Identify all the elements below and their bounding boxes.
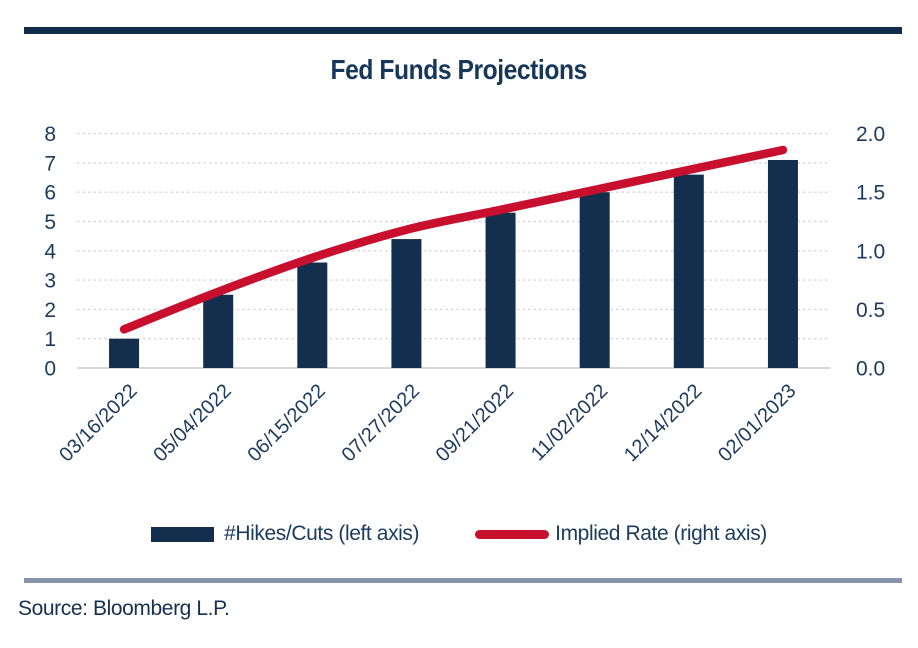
- right-axis-tick: 0.5: [856, 299, 885, 322]
- chart-title: Fed Funds Projections: [330, 54, 588, 85]
- top-divider-rule: [24, 27, 902, 34]
- hikes-bar: [109, 338, 140, 368]
- right-axis-tick: 1.0: [856, 240, 885, 263]
- left-axis-tick: 5: [44, 211, 56, 234]
- bottom-divider-rule: [24, 578, 902, 583]
- left-axis-tick: 4: [44, 240, 56, 263]
- x-axis-label: 05/04/2022: [149, 380, 235, 466]
- chart-title-row: Fed Funds Projections: [0, 54, 918, 86]
- source-attribution: Source: Bloomberg L.P.: [18, 597, 230, 620]
- hikes-bar: [297, 262, 328, 368]
- hikes-bar: [767, 159, 798, 368]
- hikes-bar: [203, 294, 234, 368]
- legend-item-implied-rate: Implied Rate (right axis): [475, 522, 767, 546]
- left-axis-tick: 0: [44, 358, 56, 381]
- x-axis-label: 12/14/2022: [620, 380, 706, 466]
- implied-rate-line-swatch-icon: [475, 529, 550, 539]
- left-axis-tick: 3: [44, 270, 56, 293]
- hikes-bar: [673, 174, 704, 368]
- left-axis-tick: 1: [44, 328, 56, 351]
- hikes-bar: [485, 212, 516, 368]
- x-axis-label: 06/15/2022: [244, 380, 330, 466]
- fed-funds-chart: 0 0.0 1 2 0.5 3 4 1.0 5 6 1.5 7 8 2.0 03/16/2022 05/04/…: [44, 123, 885, 466]
- legend-item-hikes: #Hikes/Cuts (left axis): [151, 522, 420, 546]
- right-axis-tick: 0.0: [856, 358, 885, 381]
- left-axis-tick: 2: [44, 299, 56, 322]
- legend-label-hikes: #Hikes/Cuts (left axis): [224, 522, 420, 545]
- implied-rate-line: [119, 145, 788, 334]
- x-axis-label: 11/02/2022: [527, 380, 612, 465]
- x-axis-label: 03/16/2022: [55, 380, 141, 466]
- hikes-bar: [391, 239, 422, 368]
- x-axis-label: 02/01/2023: [714, 380, 800, 466]
- left-axis-tick: 8: [44, 123, 56, 146]
- hikes-bar: [579, 192, 610, 368]
- hikes-bar-swatch-icon: [151, 526, 215, 542]
- x-axis-label: 07/27/2022: [338, 380, 424, 466]
- legend-label-implied-rate: Implied Rate (right axis): [555, 522, 767, 545]
- right-axis-tick: 1.5: [856, 182, 885, 205]
- left-axis-tick: 7: [44, 152, 56, 175]
- left-axis-tick: 6: [44, 182, 56, 205]
- right-axis-tick: 2.0: [856, 123, 885, 146]
- x-axis-label: 09/21/2022: [432, 380, 518, 466]
- chart-legend: #Hikes/Cuts (left axis) Implied Rate (ri…: [0, 522, 918, 546]
